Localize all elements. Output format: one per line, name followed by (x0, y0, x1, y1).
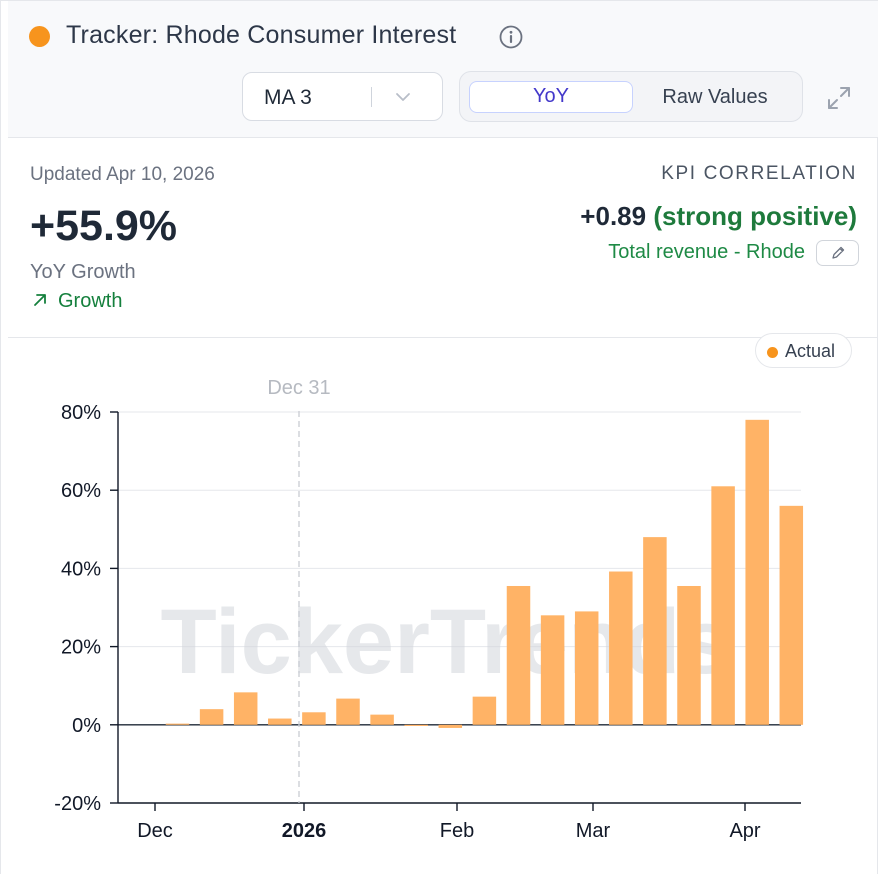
y-tick-label: 20% (61, 637, 101, 659)
chart-bar (677, 585, 701, 725)
toggle-yoy-button[interactable]: YoY (469, 81, 633, 113)
y-tick-label: 80% (61, 402, 101, 424)
legend-label: Actual (785, 341, 836, 361)
x-tick-label: Apr (729, 820, 760, 842)
chart-bar (574, 611, 599, 725)
pencil-icon (832, 246, 845, 259)
chart-bar (609, 571, 633, 725)
arrow-up-right-icon (34, 294, 46, 306)
info-icon[interactable] (499, 25, 523, 49)
chart-bar (370, 714, 394, 725)
chart-bar (711, 486, 735, 725)
correlation-description: (strong positive) (653, 201, 857, 231)
y-tick-label: 60% (61, 480, 101, 502)
section-divider (8, 337, 878, 338)
kpi-value: +55.9% (30, 202, 178, 250)
chart-bar (472, 696, 497, 725)
correlation-number: +0.89 (580, 201, 647, 231)
x-tick-label: Mar (576, 820, 611, 842)
moving-average-select[interactable]: MA 3 (242, 72, 443, 121)
x-tick-label: Dec (137, 820, 173, 842)
correlation-value: +0.89 (strong positive) (580, 201, 857, 232)
correlation-heading: KPI CORRELATION (661, 163, 857, 184)
x-tick-label: Feb (440, 820, 474, 842)
correlation-metric: Total revenue - Rhode (608, 241, 805, 263)
y-tick-label: -20% (54, 793, 101, 815)
yoy-bar-chart: 80% 60% 40% 20% 0% -20% TickerTrends Dec 31 Dec 2… (54, 377, 804, 842)
chart-bar (199, 709, 224, 725)
chart-bar (438, 724, 463, 728)
legend-swatch (767, 347, 778, 358)
chart-bar (540, 615, 565, 725)
view-toggle: YoY Raw Values (459, 71, 803, 122)
chart-bar (165, 723, 190, 725)
chart-bar (302, 712, 326, 725)
chart-bar (404, 724, 428, 726)
x-tick-label: 2026 (282, 820, 327, 842)
chart-bar (506, 585, 531, 725)
chart-bar (779, 505, 804, 725)
edit-metric-button[interactable] (816, 240, 859, 266)
chart-bar (336, 698, 360, 725)
watermark: TickerTrends (160, 591, 731, 693)
status-dot (29, 26, 50, 47)
trend-indicator: Growth (32, 290, 122, 313)
updated-timestamp: Updated Apr 10, 2026 (30, 164, 215, 185)
select-separator (371, 87, 372, 107)
toggle-raw-values-button[interactable]: Raw Values (662, 86, 768, 108)
chart-bar (643, 537, 667, 725)
y-tick-label: 40% (61, 558, 101, 580)
moving-average-value: MA 3 (264, 86, 312, 109)
date-marker-label: Dec 31 (267, 377, 330, 399)
chart-bar (268, 718, 292, 725)
legend-actual[interactable]: Actual (755, 333, 852, 368)
y-tick-label: 0% (72, 715, 101, 737)
kpi-label: YoY Growth (30, 261, 136, 283)
chart-bar (745, 419, 769, 725)
chart-bar (233, 692, 258, 725)
card-header: Tracker: Rhode Consumer Interest MA 3 Yo… (8, 1, 878, 138)
page-title: Tracker: Rhode Consumer Interest (66, 21, 457, 49)
trend-label: Growth (58, 290, 123, 312)
expand-icon[interactable] (826, 85, 852, 111)
chevron-down-icon (396, 93, 410, 101)
